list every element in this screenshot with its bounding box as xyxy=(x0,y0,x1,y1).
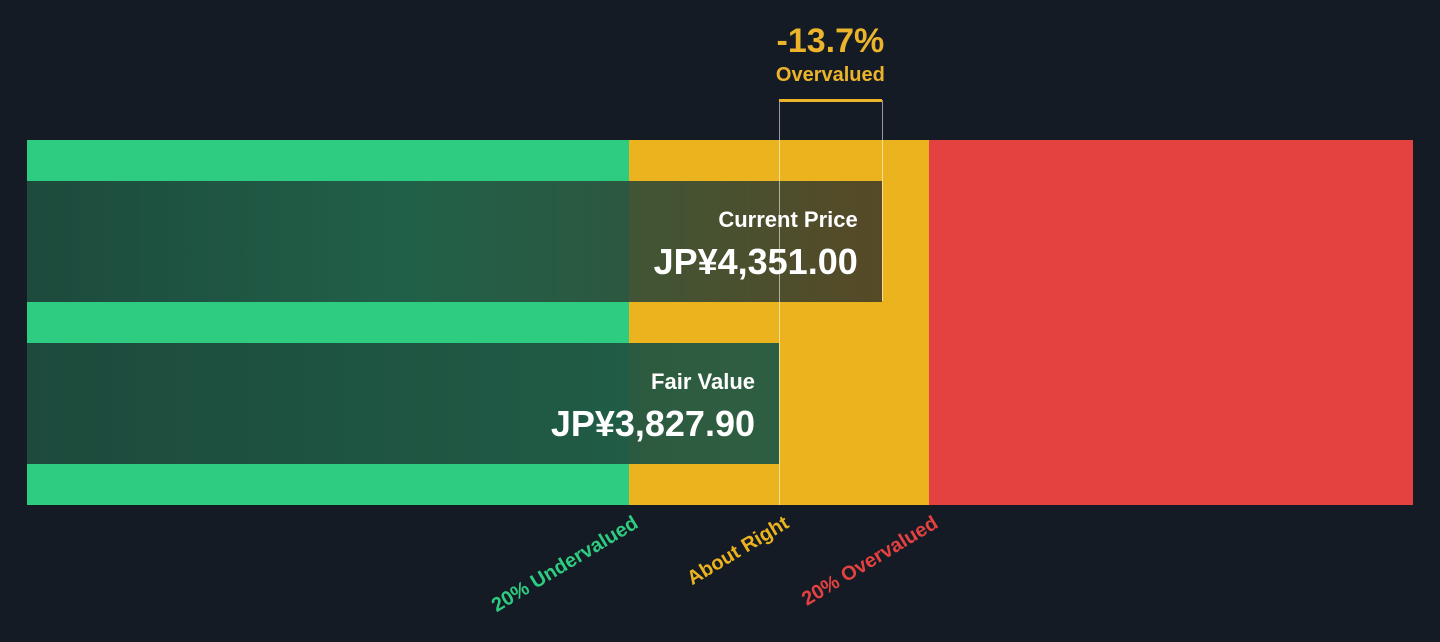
current-price-label: Current Price xyxy=(718,207,858,232)
zone-label-about-right: About Right xyxy=(683,512,793,590)
valuation-percent: -13.7% xyxy=(776,22,885,60)
zone-label-undervalued: 20% Undervalued xyxy=(487,512,642,617)
zone-label-overvalued: 20% Overvalued xyxy=(798,512,943,611)
fair-value-label: Fair Value xyxy=(651,369,755,394)
current-price-bar: Current Price JP¥4,351.00 xyxy=(27,181,882,302)
fair-value-marker-line xyxy=(779,100,780,505)
difference-bracket xyxy=(779,99,882,102)
current-price-value: JP¥4,351.00 xyxy=(653,241,858,282)
zone-overvalued xyxy=(929,140,1413,505)
fair-value-value: JP¥3,827.90 xyxy=(550,403,755,444)
valuation-status: Overvalued xyxy=(775,64,885,86)
fair-value-bar: Fair Value JP¥3,827.90 xyxy=(27,343,779,464)
current-price-marker-line xyxy=(881,100,883,301)
